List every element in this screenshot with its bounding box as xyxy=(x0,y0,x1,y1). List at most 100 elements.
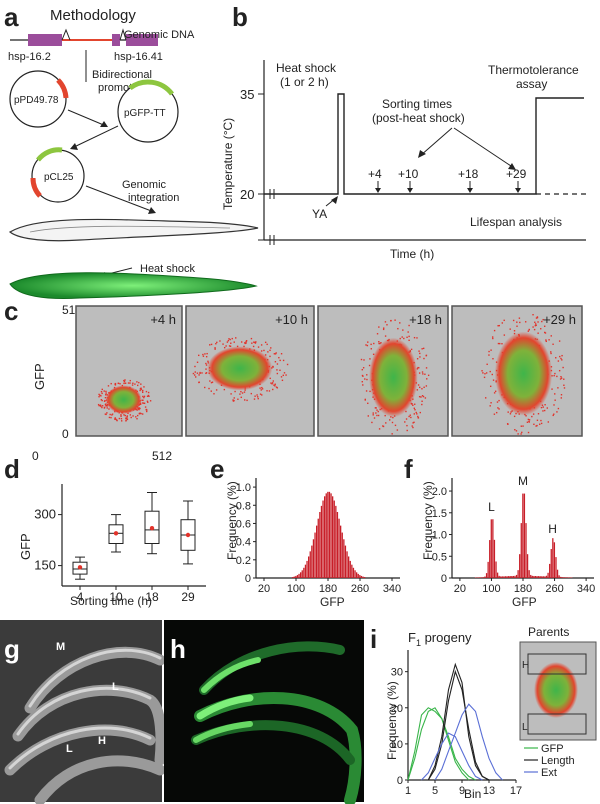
f-bar xyxy=(517,570,519,578)
g-label-l1: L xyxy=(112,681,119,693)
f-bar xyxy=(560,576,562,578)
flow-dot xyxy=(192,372,195,375)
flow-dot xyxy=(534,324,537,327)
flow-dot xyxy=(132,415,134,417)
e-bar xyxy=(320,505,323,578)
flow-dot xyxy=(543,409,546,412)
flow-dot xyxy=(425,354,428,357)
flow-dot xyxy=(123,414,125,416)
d-mean-point xyxy=(77,565,83,570)
e-bar xyxy=(332,496,334,578)
flow-dot xyxy=(553,413,555,415)
b-ya: YA xyxy=(312,207,327,221)
b-sorting-2: (post-heat shock) xyxy=(372,111,465,125)
flow-dot xyxy=(365,390,368,392)
flow-dot xyxy=(497,407,499,409)
flow-dot xyxy=(255,341,257,343)
flow-dot xyxy=(373,342,375,345)
flow-dot xyxy=(101,406,103,409)
flow-dot xyxy=(271,383,273,385)
flow-dot xyxy=(418,372,421,374)
i-xtick-label: 5 xyxy=(432,785,438,797)
flow-plot-label-4: +29 h xyxy=(543,312,576,327)
b-thermo-2: assay xyxy=(516,77,547,91)
flow-dot xyxy=(518,317,521,319)
flow-dot xyxy=(223,388,226,391)
flow-dot xyxy=(366,374,368,376)
d-ytick-label: 150 xyxy=(34,558,56,573)
f-bar xyxy=(485,573,488,578)
flow-dot xyxy=(402,329,404,331)
integration-label-1: Genomic xyxy=(122,179,167,191)
flow-dot xyxy=(209,344,211,346)
flow-dot xyxy=(105,390,107,393)
flow-dot xyxy=(536,424,538,427)
flow-dot xyxy=(216,341,218,344)
flow-dot xyxy=(550,352,552,355)
e-bar xyxy=(317,518,319,578)
flow-dot xyxy=(427,374,430,377)
flow-dot xyxy=(513,415,516,418)
flow-dot xyxy=(418,350,420,352)
flow-dot xyxy=(245,340,248,342)
flow-dot xyxy=(260,389,262,391)
flow-dot xyxy=(103,407,106,409)
flow-dot xyxy=(551,388,553,390)
flow-dot xyxy=(145,390,148,393)
f-bar xyxy=(525,523,527,578)
flow-dot xyxy=(104,413,107,415)
flow-dot xyxy=(120,417,123,420)
flow-dot xyxy=(232,400,235,402)
panel-h: h xyxy=(164,620,364,804)
flow-dot xyxy=(563,387,566,389)
panel-g: g M L L H xyxy=(0,620,167,804)
flow-dot xyxy=(107,385,110,387)
flow-dot xyxy=(250,392,253,395)
flow-dot xyxy=(563,378,565,380)
f-bar xyxy=(549,563,551,578)
flow-dot xyxy=(214,347,216,349)
flow-dot xyxy=(561,354,563,357)
flow-dot xyxy=(416,389,419,391)
flow-dot xyxy=(225,345,227,347)
e-bar xyxy=(359,575,361,578)
flow-dot xyxy=(532,326,534,328)
flow-dot xyxy=(548,339,550,341)
flow-dot xyxy=(237,398,239,400)
flow-dot xyxy=(422,347,425,350)
flow-dot xyxy=(105,403,107,405)
e-bar xyxy=(349,560,351,578)
flow-dot xyxy=(513,330,516,332)
f-bar xyxy=(553,542,556,578)
flow-dot xyxy=(380,342,382,344)
f-peak-label-H: H xyxy=(548,522,557,536)
panel-e: e Frequency (%) GFP 0 0.2 0.4 0.6 0.8 1.0 20 10… xyxy=(210,454,401,609)
f-bar xyxy=(558,575,560,578)
flow-dot xyxy=(365,344,367,346)
flow-dot xyxy=(108,416,111,419)
flow-dot xyxy=(253,341,255,343)
flow-dot xyxy=(553,404,555,406)
flow-dot xyxy=(204,386,206,389)
flow-dot xyxy=(367,415,369,417)
flow-dot xyxy=(372,412,374,414)
flow-dot xyxy=(215,389,218,391)
e-ytick-label: 0.4 xyxy=(236,537,251,549)
f-histogram: 0 0.5 1.0 1.5 2.0 20 100 180 260 340 L M H xyxy=(432,474,596,595)
e-xtick-label: 340 xyxy=(383,583,401,595)
flow-dot xyxy=(194,365,196,368)
e-bar xyxy=(296,575,299,578)
f-bar xyxy=(564,577,567,578)
e-bar xyxy=(364,577,366,578)
d-xtick-label: 4 xyxy=(77,590,84,604)
g-label-l2: L xyxy=(66,743,73,755)
flow-dot xyxy=(423,357,425,360)
flow-dot xyxy=(272,366,274,368)
flow-dot xyxy=(376,409,378,411)
e-bar xyxy=(301,570,303,578)
f-bar xyxy=(566,577,568,578)
e-bar xyxy=(325,493,327,578)
flow-dot xyxy=(204,353,206,355)
flow-dot xyxy=(509,328,511,330)
flow-dot xyxy=(125,417,127,419)
